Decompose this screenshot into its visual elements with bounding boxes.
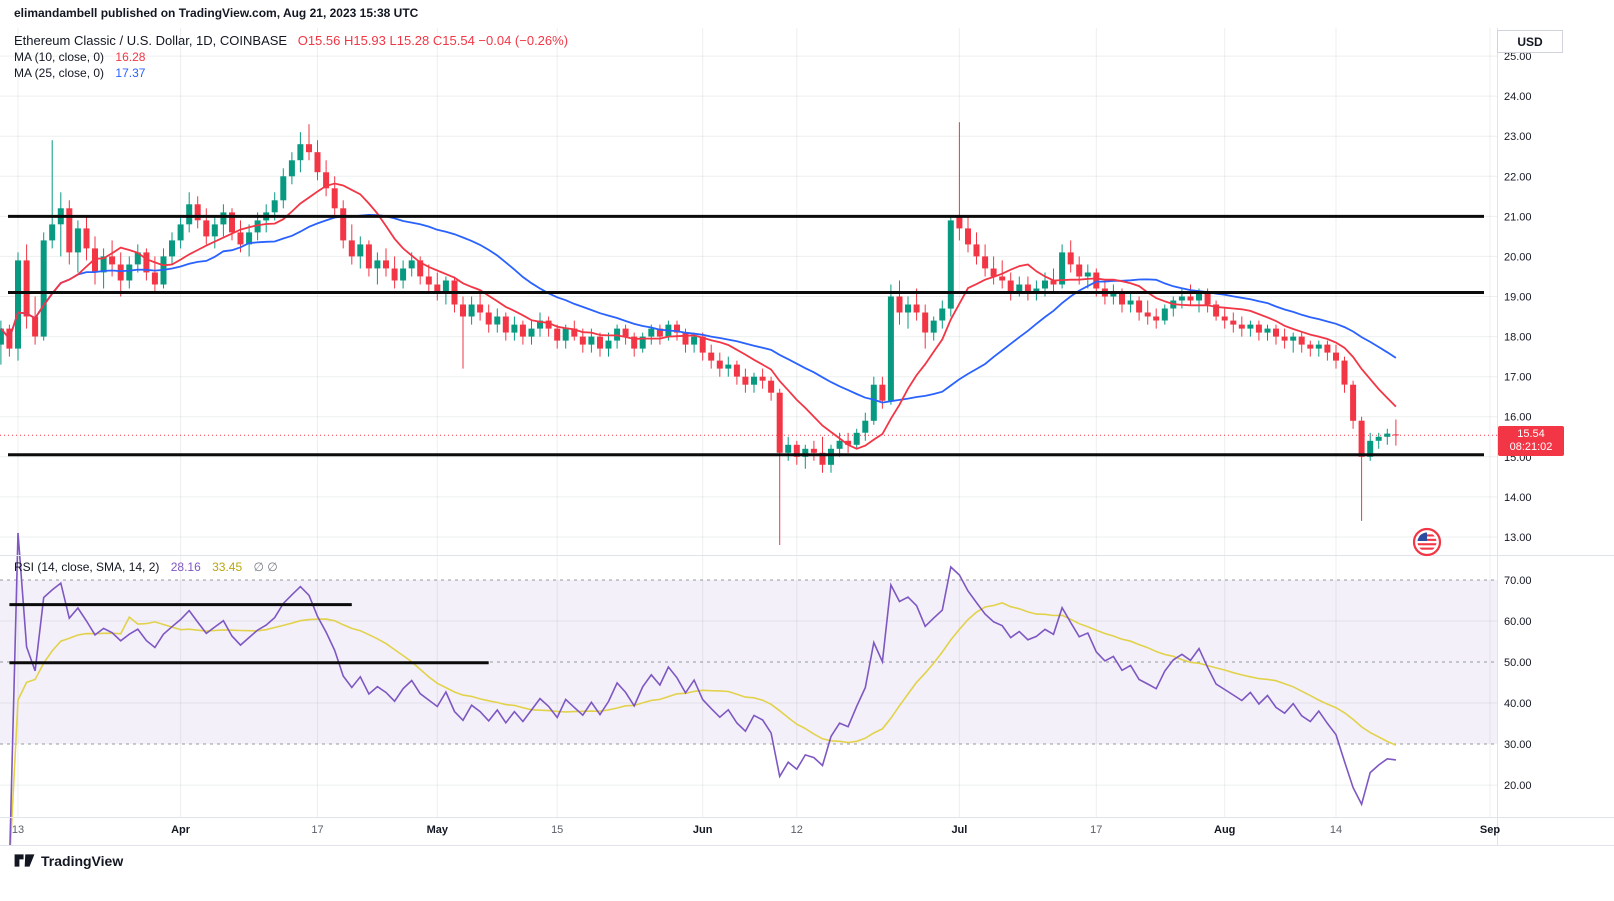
rsi-tick-label: 70.00 [1504,575,1532,587]
price-tick-label: 25.00 [1504,51,1532,63]
ma10-legend[interactable]: MA (10, close, 0) 16.28 [14,50,145,64]
rsi-tick-label: 20.00 [1504,780,1532,792]
time-tick-label: Apr [171,824,191,836]
rsi-tick-label: 60.00 [1504,616,1532,628]
rsi-legend[interactable]: RSI (14, close, SMA, 14, 2) 28.16 33.45 … [14,560,278,574]
candles-layer [0,122,1399,545]
tradingview-logo-text: TradingView [41,852,124,869]
rsi-extra-values: ∅ ∅ [253,560,278,574]
price-tick-label: 20.00 [1504,251,1532,263]
time-tick-label: Aug [1214,824,1235,836]
ma10-line [0,182,1397,450]
rsi-ma-line [8,602,1397,868]
price-tick-label: 24.00 [1504,91,1532,103]
price-tick-label: 23.00 [1504,131,1532,143]
publish-bar: elimandambell published on TradingView.c… [14,6,418,20]
price-tag-countdown: 08:21:02 [1509,441,1553,454]
time-tick-label: Jul [951,824,967,836]
grid-layer [0,28,1497,817]
time-tick-label: Sep [1480,824,1500,836]
ma25-legend[interactable]: MA (25, close, 0) 17.37 [14,66,145,80]
time-tick-label: 13 [12,824,24,836]
price-tick-label: 14.00 [1504,492,1532,504]
support-resistance-lines[interactable] [8,214,1484,457]
price-tick-label: 17.00 [1504,372,1532,384]
us-flag-event-icon[interactable] [1412,527,1442,557]
rsi-label: RSI (14, close, SMA, 14, 2) [14,560,160,574]
ma25-value: 17.37 [115,66,146,80]
price-tick-label: 18.00 [1504,332,1532,344]
time-tick-label: 15 [551,824,563,836]
ma25-label: MA (25, close, 0) [14,66,105,80]
price-axis[interactable]: 25.00 24.00 23.00 22.00 21.00 20.00 19.00 18.00… [1504,51,1532,792]
symbol-title[interactable]: Ethereum Classic / U.S. Dollar, 1D, COIN… [14,33,288,48]
time-tick-label: 14 [1330,824,1342,836]
price-tag-value: 15.54 [1517,428,1545,441]
pane-separators[interactable] [0,28,1614,846]
price-tick-label: 19.00 [1504,292,1532,304]
time-axis[interactable]: 13 Apr 17 May 15 Jun 12 Jul 17 Aug 14 Sep [12,824,1500,836]
tradingview-logo-icon [14,854,35,867]
publish-text: elimandambell published on TradingView.c… [14,6,419,20]
rsi-tick-label: 50.00 [1504,657,1532,669]
rsi-trendlines[interactable] [9,603,489,665]
ma10-label: MA (10, close, 0) [14,50,105,64]
currency-usd-button[interactable]: USD [1497,30,1563,53]
price-tick-label: 21.00 [1504,211,1532,223]
time-tick-label: Jun [693,824,713,836]
time-tick-label: 17 [1090,824,1102,836]
price-tick-label: 22.00 [1504,171,1532,183]
ma25-line [0,213,1397,404]
rsi-tick-label: 40.00 [1504,698,1532,710]
price-tick-label: 13.00 [1504,532,1532,544]
ohlc-values: O15.56 H15.93 L15.28 C15.54 −0.04 (−0.26… [297,33,569,48]
rsi-tick-label: 30.00 [1504,739,1532,751]
footer-bar: TradingView [0,846,1614,901]
time-tick-label: 12 [791,824,803,836]
current-price-tag: 15.54 08:21:02 [1498,426,1564,457]
price-tick-label: 16.00 [1504,412,1532,424]
symbol-legend[interactable]: Ethereum Classic / U.S. Dollar, 1D, COIN… [14,33,568,48]
rsi-line [8,532,1397,868]
rsi-value: 28.16 [170,560,201,574]
time-tick-label: May [427,824,449,836]
rsi-sma-value: 33.45 [212,560,243,574]
time-tick-label: 17 [311,824,323,836]
tradingview-logo[interactable]: TradingView [14,852,123,869]
ma10-value: 16.28 [115,50,146,64]
